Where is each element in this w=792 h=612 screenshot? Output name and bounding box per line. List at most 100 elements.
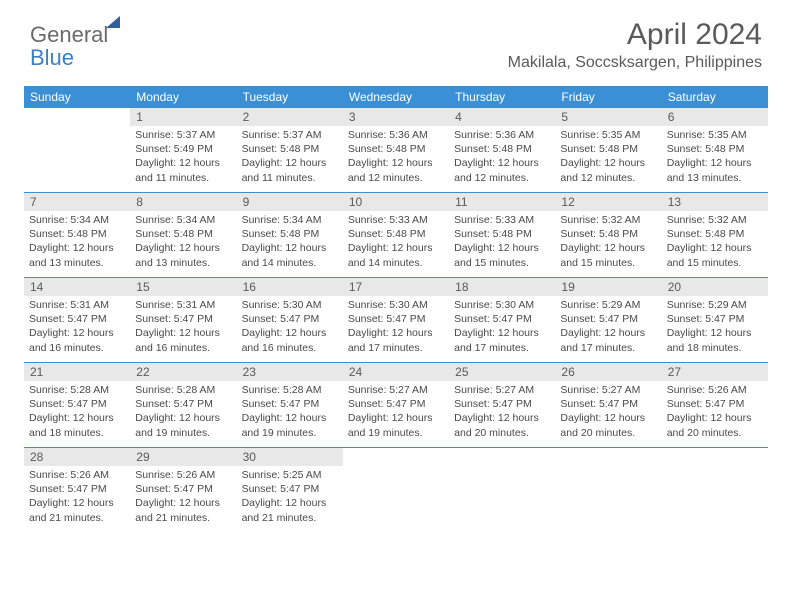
cell-content: Sunrise: 5:26 AMSunset: 5:47 PMDaylight:…	[130, 466, 236, 528]
sunset-text: Sunset: 5:48 PM	[667, 142, 763, 156]
sunset-text: Sunset: 5:47 PM	[29, 312, 125, 326]
sunset-text: Sunset: 5:48 PM	[135, 227, 231, 241]
cell-content: Sunrise: 5:25 AMSunset: 5:47 PMDaylight:…	[237, 466, 343, 528]
sunset-text: Sunset: 5:47 PM	[29, 482, 125, 496]
daylight-text: Daylight: 12 hours and 16 minutes.	[242, 326, 338, 354]
sunset-text: Sunset: 5:47 PM	[242, 397, 338, 411]
sunrise-text: Sunrise: 5:27 AM	[348, 383, 444, 397]
date-number: 3	[343, 108, 449, 126]
calendar-cell: 20Sunrise: 5:29 AMSunset: 5:47 PMDayligh…	[662, 278, 768, 362]
sunrise-text: Sunrise: 5:28 AM	[135, 383, 231, 397]
logo-text-1: General	[30, 22, 108, 47]
sunset-text: Sunset: 5:49 PM	[135, 142, 231, 156]
cell-content: Sunrise: 5:30 AMSunset: 5:47 PMDaylight:…	[449, 296, 555, 358]
calendar-cell: 8Sunrise: 5:34 AMSunset: 5:48 PMDaylight…	[130, 193, 236, 277]
sunset-text: Sunset: 5:48 PM	[348, 142, 444, 156]
cell-content: Sunrise: 5:28 AMSunset: 5:47 PMDaylight:…	[24, 381, 130, 443]
cell-content: Sunrise: 5:35 AMSunset: 5:48 PMDaylight:…	[662, 126, 768, 188]
sunset-text: Sunset: 5:47 PM	[135, 482, 231, 496]
daylight-text: Daylight: 12 hours and 15 minutes.	[454, 241, 550, 269]
week-row: 21Sunrise: 5:28 AMSunset: 5:47 PMDayligh…	[24, 363, 768, 448]
calendar-cell: 12Sunrise: 5:32 AMSunset: 5:48 PMDayligh…	[555, 193, 661, 277]
weeks-container: 1Sunrise: 5:37 AMSunset: 5:49 PMDaylight…	[24, 108, 768, 532]
date-number: 6	[662, 108, 768, 126]
calendar-cell	[343, 448, 449, 532]
date-number: 15	[130, 278, 236, 296]
date-number: 20	[662, 278, 768, 296]
calendar-cell: 19Sunrise: 5:29 AMSunset: 5:47 PMDayligh…	[555, 278, 661, 362]
sunset-text: Sunset: 5:47 PM	[348, 312, 444, 326]
sunset-text: Sunset: 5:47 PM	[560, 397, 656, 411]
date-number: 30	[237, 448, 343, 466]
sunrise-text: Sunrise: 5:35 AM	[667, 128, 763, 142]
calendar-cell: 2Sunrise: 5:37 AMSunset: 5:48 PMDaylight…	[237, 108, 343, 192]
daylight-text: Daylight: 12 hours and 12 minutes.	[454, 156, 550, 184]
daylight-text: Daylight: 12 hours and 15 minutes.	[560, 241, 656, 269]
daylight-text: Daylight: 12 hours and 14 minutes.	[242, 241, 338, 269]
day-header: Friday	[555, 86, 661, 108]
header: General Blue April 2024 Makilala, Soccsk…	[0, 0, 792, 80]
sunrise-text: Sunrise: 5:27 AM	[560, 383, 656, 397]
daylight-text: Daylight: 12 hours and 17 minutes.	[348, 326, 444, 354]
sunset-text: Sunset: 5:47 PM	[560, 312, 656, 326]
daylight-text: Daylight: 12 hours and 20 minutes.	[667, 411, 763, 439]
calendar-cell: 10Sunrise: 5:33 AMSunset: 5:48 PMDayligh…	[343, 193, 449, 277]
date-number: 16	[237, 278, 343, 296]
calendar: Sunday Monday Tuesday Wednesday Thursday…	[24, 86, 768, 532]
date-number: 4	[449, 108, 555, 126]
sunset-text: Sunset: 5:48 PM	[454, 227, 550, 241]
week-row: 7Sunrise: 5:34 AMSunset: 5:48 PMDaylight…	[24, 193, 768, 278]
sunrise-text: Sunrise: 5:33 AM	[454, 213, 550, 227]
date-number: 27	[662, 363, 768, 381]
sunrise-text: Sunrise: 5:36 AM	[454, 128, 550, 142]
date-number: 18	[449, 278, 555, 296]
calendar-cell: 29Sunrise: 5:26 AMSunset: 5:47 PMDayligh…	[130, 448, 236, 532]
cell-content: Sunrise: 5:29 AMSunset: 5:47 PMDaylight:…	[555, 296, 661, 358]
calendar-cell: 7Sunrise: 5:34 AMSunset: 5:48 PMDaylight…	[24, 193, 130, 277]
daylight-text: Daylight: 12 hours and 21 minutes.	[135, 496, 231, 524]
daylight-text: Daylight: 12 hours and 20 minutes.	[454, 411, 550, 439]
cell-content: Sunrise: 5:33 AMSunset: 5:48 PMDaylight:…	[343, 211, 449, 273]
calendar-cell: 15Sunrise: 5:31 AMSunset: 5:47 PMDayligh…	[130, 278, 236, 362]
sunset-text: Sunset: 5:47 PM	[135, 397, 231, 411]
sunrise-text: Sunrise: 5:34 AM	[135, 213, 231, 227]
daylight-text: Daylight: 12 hours and 18 minutes.	[667, 326, 763, 354]
calendar-cell: 18Sunrise: 5:30 AMSunset: 5:47 PMDayligh…	[449, 278, 555, 362]
sunset-text: Sunset: 5:47 PM	[242, 482, 338, 496]
cell-content: Sunrise: 5:34 AMSunset: 5:48 PMDaylight:…	[130, 211, 236, 273]
date-number: 5	[555, 108, 661, 126]
date-number: 28	[24, 448, 130, 466]
sunrise-text: Sunrise: 5:30 AM	[454, 298, 550, 312]
sunset-text: Sunset: 5:47 PM	[667, 397, 763, 411]
day-header: Monday	[130, 86, 236, 108]
calendar-cell: 25Sunrise: 5:27 AMSunset: 5:47 PMDayligh…	[449, 363, 555, 447]
daylight-text: Daylight: 12 hours and 18 minutes.	[29, 411, 125, 439]
calendar-cell: 9Sunrise: 5:34 AMSunset: 5:48 PMDaylight…	[237, 193, 343, 277]
cell-content: Sunrise: 5:30 AMSunset: 5:47 PMDaylight:…	[343, 296, 449, 358]
calendar-cell: 22Sunrise: 5:28 AMSunset: 5:47 PMDayligh…	[130, 363, 236, 447]
cell-content: Sunrise: 5:30 AMSunset: 5:47 PMDaylight:…	[237, 296, 343, 358]
cell-content: Sunrise: 5:28 AMSunset: 5:47 PMDaylight:…	[237, 381, 343, 443]
date-number: 7	[24, 193, 130, 211]
daylight-text: Daylight: 12 hours and 21 minutes.	[242, 496, 338, 524]
sunrise-text: Sunrise: 5:36 AM	[348, 128, 444, 142]
date-number: 21	[24, 363, 130, 381]
sunset-text: Sunset: 5:48 PM	[242, 142, 338, 156]
logo: General Blue	[30, 24, 120, 70]
logo-sail-icon	[106, 16, 120, 28]
day-header: Wednesday	[343, 86, 449, 108]
date-number: 11	[449, 193, 555, 211]
daylight-text: Daylight: 12 hours and 14 minutes.	[348, 241, 444, 269]
daylight-text: Daylight: 12 hours and 17 minutes.	[454, 326, 550, 354]
sunrise-text: Sunrise: 5:29 AM	[667, 298, 763, 312]
page-title: April 2024	[508, 18, 762, 52]
sunrise-text: Sunrise: 5:29 AM	[560, 298, 656, 312]
day-header: Tuesday	[237, 86, 343, 108]
daylight-text: Daylight: 12 hours and 11 minutes.	[135, 156, 231, 184]
calendar-cell: 26Sunrise: 5:27 AMSunset: 5:47 PMDayligh…	[555, 363, 661, 447]
cell-content: Sunrise: 5:34 AMSunset: 5:48 PMDaylight:…	[237, 211, 343, 273]
daylight-text: Daylight: 12 hours and 19 minutes.	[135, 411, 231, 439]
sunrise-text: Sunrise: 5:31 AM	[29, 298, 125, 312]
calendar-cell: 23Sunrise: 5:28 AMSunset: 5:47 PMDayligh…	[237, 363, 343, 447]
sunrise-text: Sunrise: 5:25 AM	[242, 468, 338, 482]
